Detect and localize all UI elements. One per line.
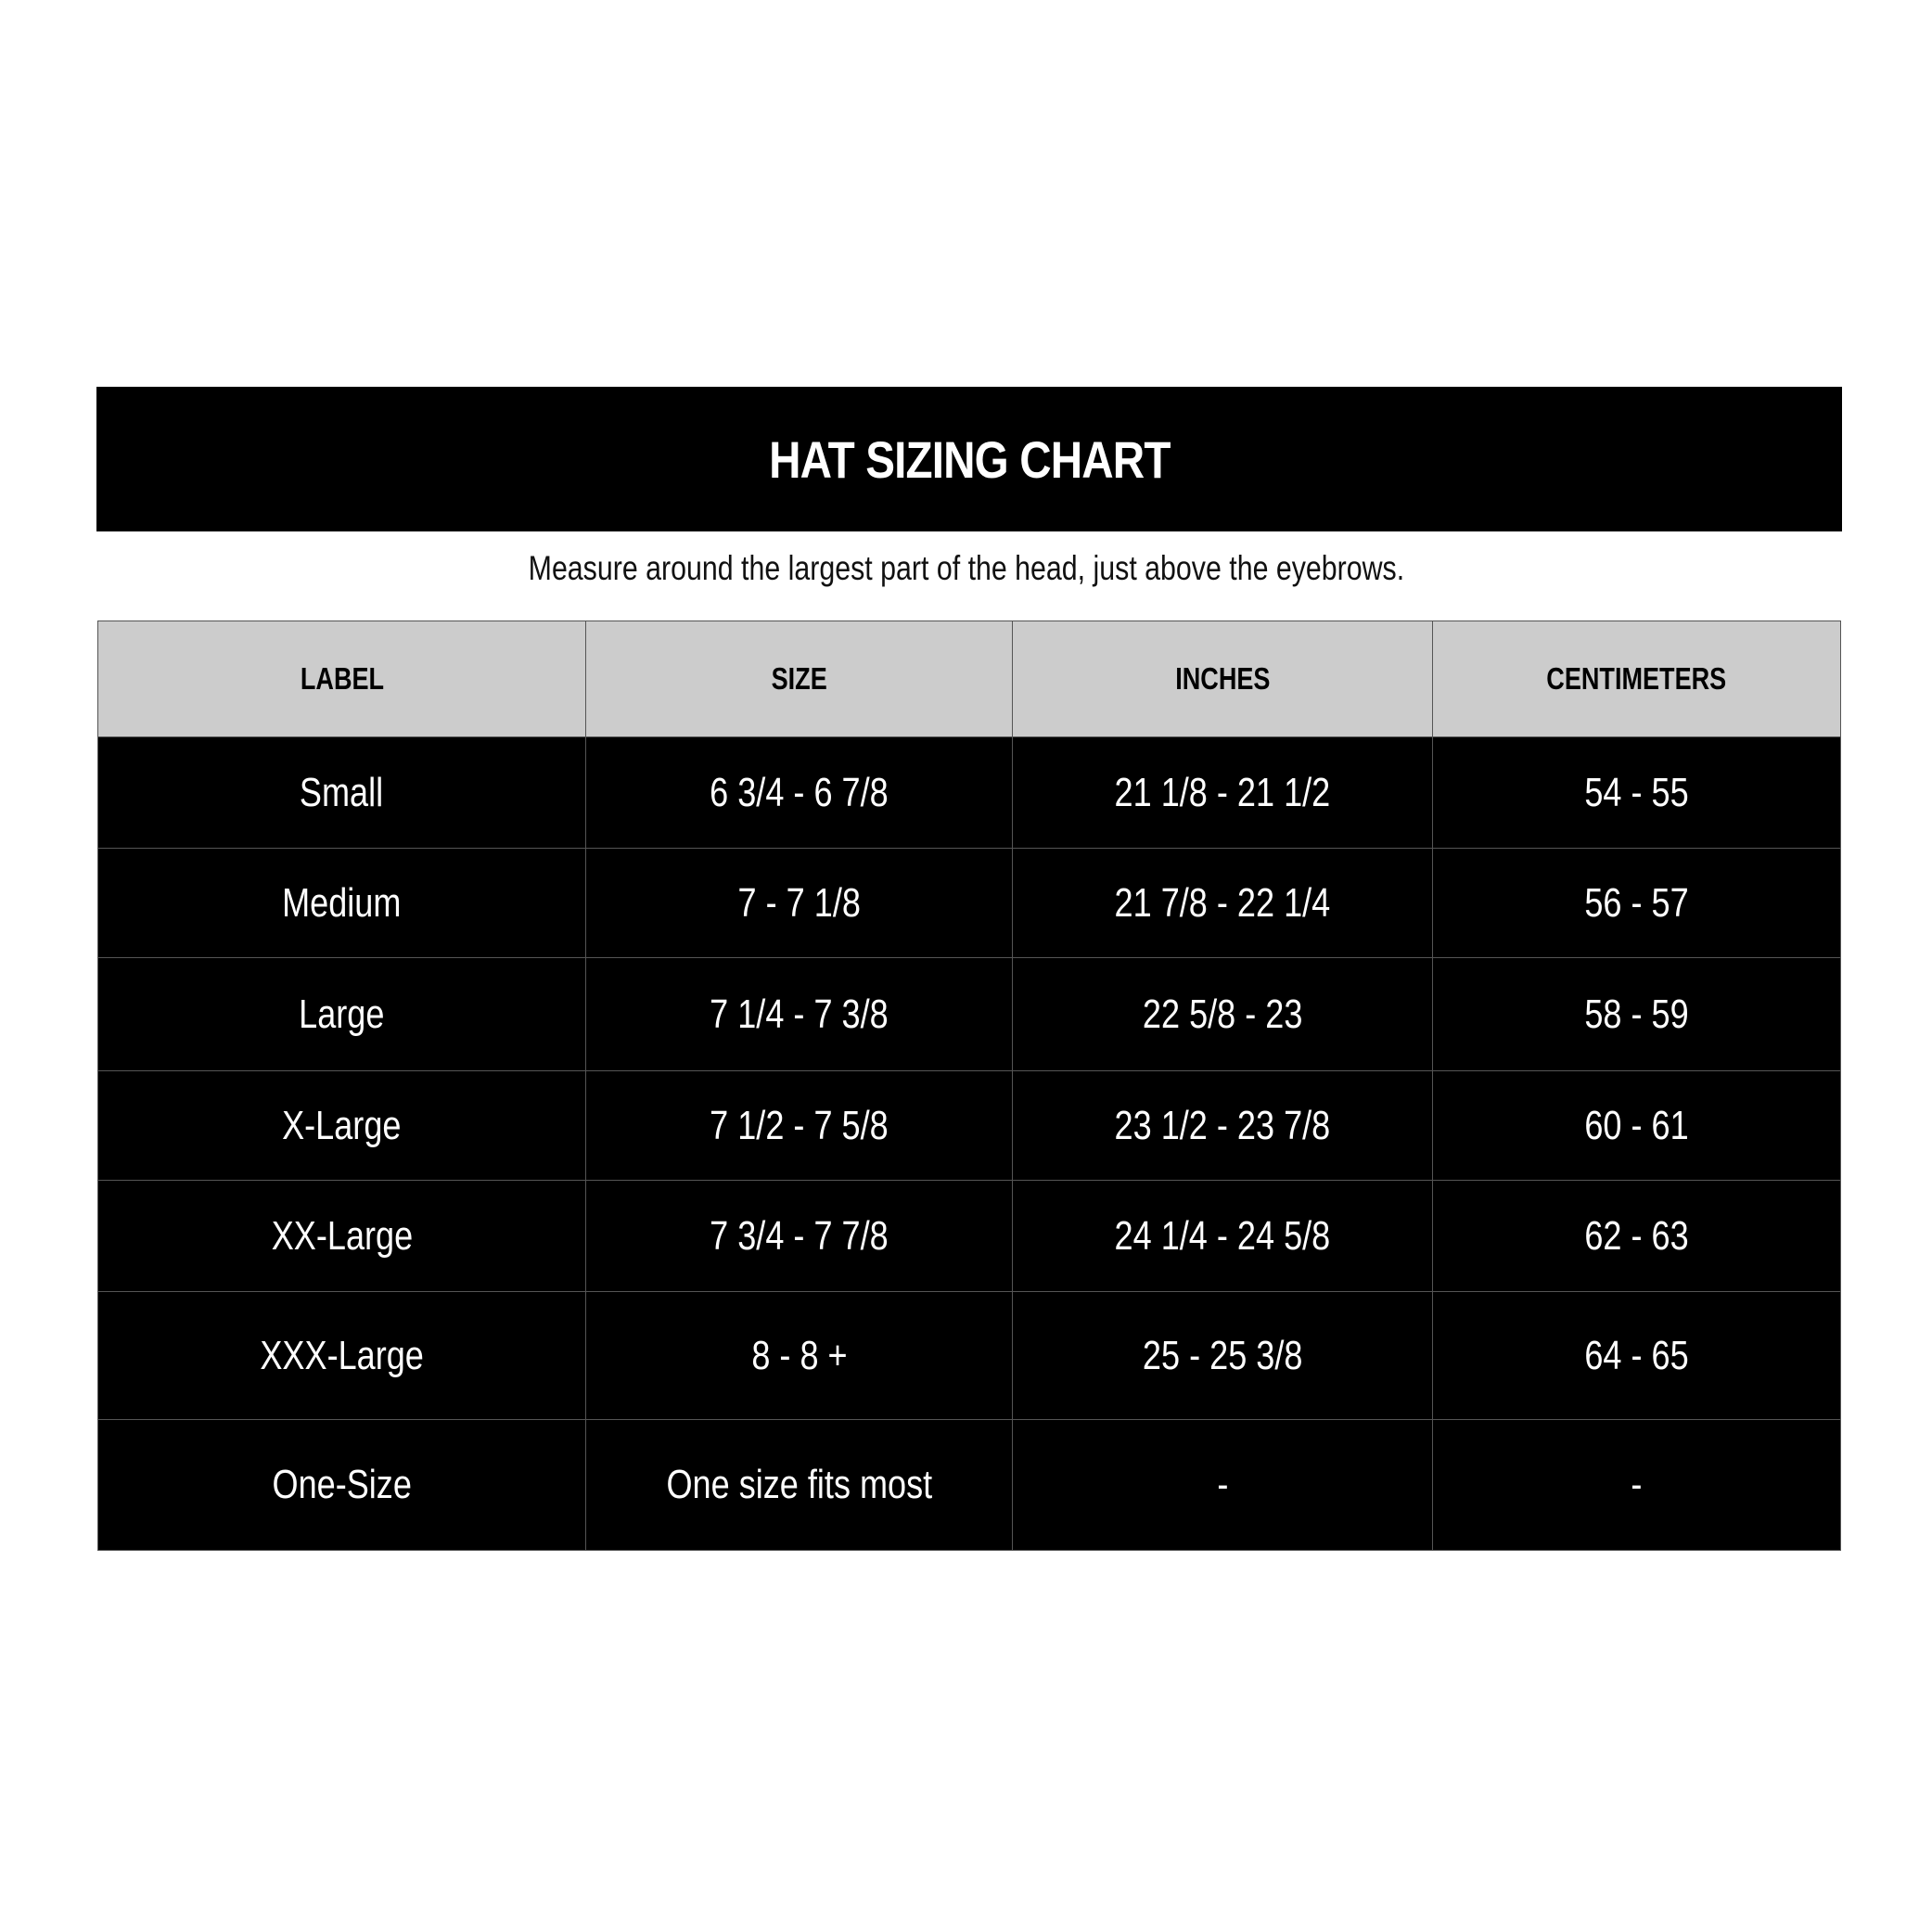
cell-value: XXX-Large xyxy=(260,1332,424,1378)
cell-value: Large xyxy=(299,991,385,1037)
cell-value: 58 - 59 xyxy=(1584,991,1689,1037)
column-header-label: INCHES xyxy=(1174,661,1271,696)
column-header-label: LABEL xyxy=(300,661,384,696)
cell-value: 22 5/8 - 23 xyxy=(1142,991,1303,1037)
cell-value: Medium xyxy=(282,879,402,926)
cell-value: 21 7/8 - 22 1/4 xyxy=(1114,879,1331,926)
column-header: SIZE xyxy=(585,621,1013,737)
table-cell: 23 1/2 - 23 7/8 xyxy=(1012,1070,1433,1181)
table-cell: 58 - 59 xyxy=(1432,957,1841,1071)
table-cell: Medium xyxy=(97,848,586,958)
table-cell: 54 - 55 xyxy=(1432,736,1841,849)
table-row: X-Large 7 1/2 - 7 5/8 23 1/2 - 23 7/8 60 - … xyxy=(97,1070,1841,1181)
table-cell: 8 - 8 + xyxy=(585,1291,1013,1420)
cell-value: 8 - 8 + xyxy=(750,1332,848,1378)
table-row: Medium 7 - 7 1/8 21 7/8 - 22 1/4 56 - 57 xyxy=(97,848,1841,958)
column-header-label: CENTIMETERS xyxy=(1546,661,1727,696)
cell-value: 60 - 61 xyxy=(1584,1102,1689,1148)
table-row: Small 6 3/4 - 6 7/8 21 1/8 - 21 1/2 54 - 55 xyxy=(97,736,1841,849)
table-cell: 21 7/8 - 22 1/4 xyxy=(1012,848,1433,958)
column-header-label: SIZE xyxy=(771,661,827,696)
table-row: Large 7 1/4 - 7 3/8 22 5/8 - 23 58 - 59 xyxy=(97,957,1841,1071)
table-cell: XX-Large xyxy=(97,1180,586,1292)
table-cell: X-Large xyxy=(97,1070,586,1181)
column-header: LABEL xyxy=(97,621,586,737)
table-header-row: LABEL SIZE INCHES CENTIMETERS xyxy=(97,621,1841,737)
table-cell: 62 - 63 xyxy=(1432,1180,1841,1292)
table-cell: 7 3/4 - 7 7/8 xyxy=(585,1180,1013,1292)
cell-value: - xyxy=(1631,1462,1643,1507)
table-row: XX-Large 7 3/4 - 7 7/8 24 1/4 - 24 5/8 62 -… xyxy=(97,1180,1841,1292)
cell-value: 21 1/8 - 21 1/2 xyxy=(1114,769,1331,815)
sizing-table: LABEL SIZE INCHES CENTIMETERS Small 6 3/4 - … xyxy=(97,621,1841,1551)
table-cell: 25 - 25 3/8 xyxy=(1012,1291,1433,1420)
table-cell: One size fits most xyxy=(585,1419,1013,1551)
measure-instructions: Measure around the largest part of the h… xyxy=(528,549,1404,587)
cell-value: 23 1/2 - 23 7/8 xyxy=(1114,1102,1331,1148)
cell-value: 54 - 55 xyxy=(1584,769,1689,815)
column-header: INCHES xyxy=(1012,621,1433,737)
table-cell: - xyxy=(1012,1419,1433,1551)
table-cell: 7 1/4 - 7 3/8 xyxy=(585,957,1013,1071)
cell-value: 7 1/4 - 7 3/8 xyxy=(710,991,889,1037)
table-cell: 24 1/4 - 24 5/8 xyxy=(1012,1180,1433,1292)
table-cell: 22 5/8 - 23 xyxy=(1012,957,1433,1071)
cell-value: 62 - 63 xyxy=(1584,1212,1689,1259)
column-header: CENTIMETERS xyxy=(1432,621,1841,737)
table-cell: 6 3/4 - 6 7/8 xyxy=(585,736,1013,849)
table-cell: 7 1/2 - 7 5/8 xyxy=(585,1070,1013,1181)
cell-value: X-Large xyxy=(282,1102,402,1148)
cell-value: 7 1/2 - 7 5/8 xyxy=(710,1102,889,1148)
table-row: XXX-Large 8 - 8 + 25 - 25 3/8 64 - 65 xyxy=(97,1291,1841,1420)
cell-value: 7 3/4 - 7 7/8 xyxy=(710,1212,889,1259)
cell-value: 7 - 7 1/8 xyxy=(737,879,861,926)
cell-value: 6 3/4 - 6 7/8 xyxy=(710,769,889,815)
cell-value: One-Size xyxy=(272,1462,412,1507)
chart-title: HAT SIZING CHART xyxy=(768,429,1171,489)
cell-value: 56 - 57 xyxy=(1584,879,1689,926)
cell-value: 25 - 25 3/8 xyxy=(1142,1332,1303,1378)
table-cell: XXX-Large xyxy=(97,1291,586,1420)
table-row: One-Size One size fits most - - xyxy=(97,1419,1841,1551)
cell-value: Small xyxy=(300,769,384,815)
cell-value: One size fits most xyxy=(666,1462,932,1507)
cell-value: 24 1/4 - 24 5/8 xyxy=(1114,1212,1331,1259)
cell-value: XX-Large xyxy=(271,1212,413,1259)
cell-value: - xyxy=(1216,1462,1229,1507)
chart-title-bar: HAT SIZING CHART xyxy=(96,387,1842,531)
table-cell: 7 - 7 1/8 xyxy=(585,848,1013,958)
table-cell: 56 - 57 xyxy=(1432,848,1841,958)
cell-value: 64 - 65 xyxy=(1584,1332,1689,1378)
table-cell: 60 - 61 xyxy=(1432,1070,1841,1181)
table-cell: Small xyxy=(97,736,586,849)
table-cell: - xyxy=(1432,1419,1841,1551)
table-cell: One-Size xyxy=(97,1419,586,1551)
table-cell: 21 1/8 - 21 1/2 xyxy=(1012,736,1433,849)
table-cell: Large xyxy=(97,957,586,1071)
table-cell: 64 - 65 xyxy=(1432,1291,1841,1420)
